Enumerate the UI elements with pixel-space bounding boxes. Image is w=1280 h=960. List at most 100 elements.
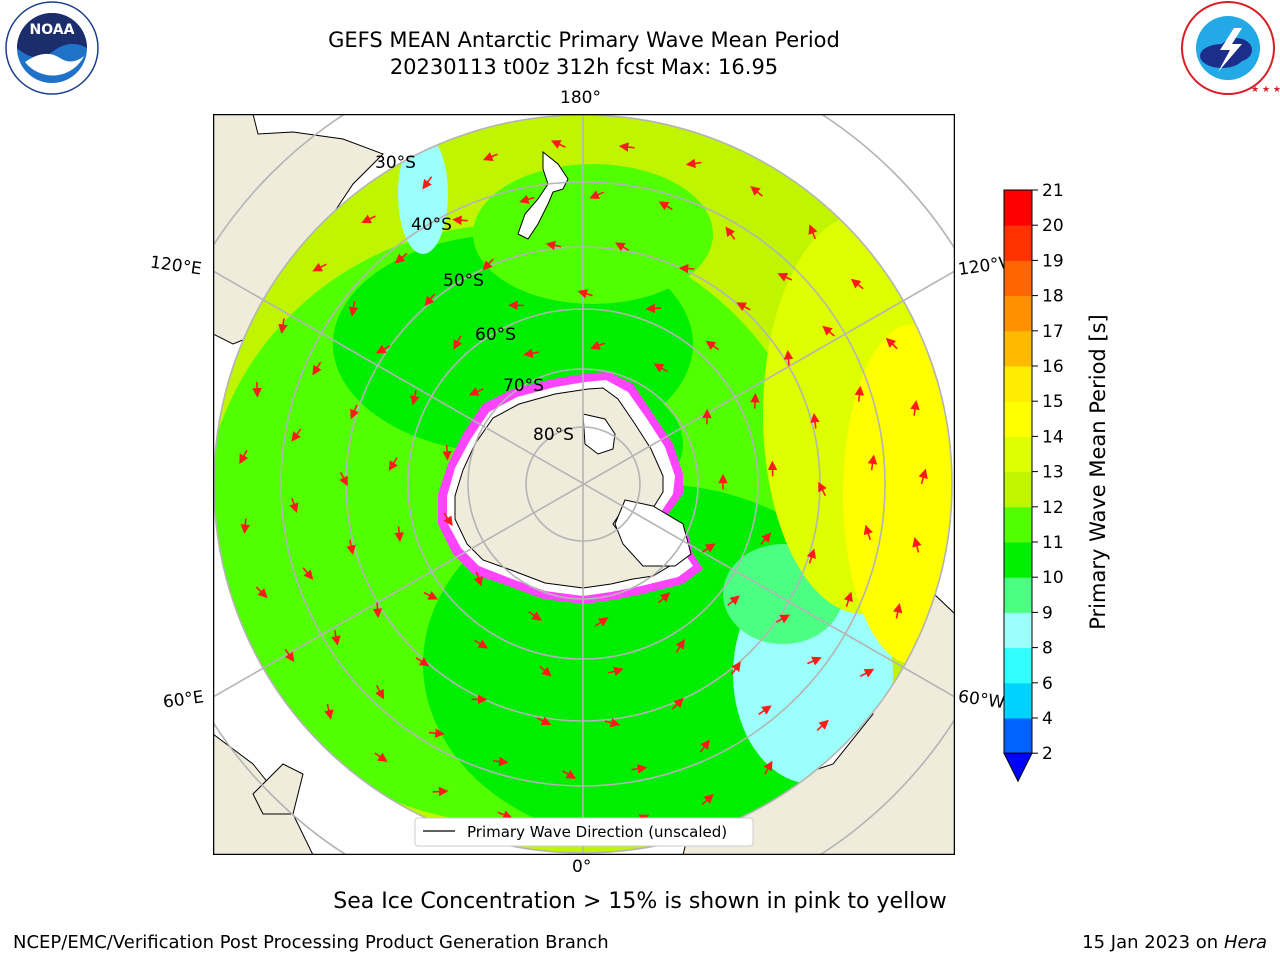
- wave-direction-arrow: [394, 526, 404, 543]
- wave-direction-arrow: [818, 481, 827, 497]
- wave-direction-arrow: [424, 293, 436, 307]
- colorbar-swatch: [1004, 190, 1032, 226]
- wave-direction-arrow: [807, 656, 822, 666]
- wave-direction-arrow: [239, 449, 249, 465]
- vector-legend-label: Primary Wave Direction (unscaled): [467, 823, 727, 841]
- lat-label-60s: 60°S: [475, 325, 516, 345]
- wave-direction-arrow: [589, 190, 605, 200]
- wave-direction-arrow: [658, 201, 673, 211]
- wave-direction-arrow: [725, 226, 736, 240]
- title-line-2: 20230113 t00z 312h fcst Max: 16.95: [389, 55, 779, 79]
- wave-direction-arrow: [910, 400, 920, 416]
- wave-direction-arrow: [760, 532, 772, 545]
- wave-direction-arrow: [863, 524, 873, 540]
- colorbar-extend-triangle: [1003, 752, 1033, 783]
- colorbar-tick-label: 21: [1042, 181, 1064, 201]
- colorbar-tick-label: 2: [1042, 744, 1053, 764]
- wave-direction-arrow: [339, 471, 348, 487]
- wave-direction-arrow: [806, 548, 816, 564]
- wave-direction-arrow: [453, 335, 463, 350]
- wave-direction-arrow: [497, 810, 513, 820]
- wave-direction-arrow: [777, 272, 793, 282]
- wave-direction-arrow: [615, 242, 630, 252]
- wave-direction-arrow: [590, 340, 606, 350]
- wave-direction-arrow: [442, 444, 452, 461]
- wave-direction-arrow: [750, 186, 763, 197]
- wave-direction-arrow: [284, 648, 295, 663]
- wave-direction-arrow: [375, 344, 391, 354]
- wave-direction-arrow: [348, 301, 359, 317]
- wave-direction-arrow: [312, 361, 322, 376]
- colorbar-tick-label: 9: [1042, 603, 1053, 623]
- colorbar-swatch: [1004, 612, 1032, 649]
- title-line-1: GEFS MEAN Antarctic Primary Wave Mean Pe…: [328, 28, 840, 52]
- colorbar-swatch: [1004, 295, 1032, 332]
- wave-direction-arrow: [289, 497, 299, 514]
- wave-direction-arrow: [912, 537, 922, 553]
- wave-direction-arrow: [545, 240, 562, 251]
- colorbar-swatch: [1004, 330, 1032, 367]
- wave-direction-arrow: [758, 705, 772, 715]
- colorbar-tick-label: 15: [1042, 392, 1064, 412]
- colorbar-tick-label: 10: [1042, 568, 1064, 588]
- lon-label-120e: 120°E: [148, 252, 203, 280]
- wave-direction-arrow: [854, 385, 865, 402]
- madagascar-land: [252, 763, 304, 815]
- wave-direction-arrow: [410, 389, 420, 406]
- wave-direction-arrow: [750, 392, 760, 409]
- wave-direction-arrow: [701, 543, 716, 553]
- wave-direction-arrow: [302, 567, 314, 580]
- wave-direction-arrow: [428, 728, 445, 738]
- wave-direction-arrow: [808, 224, 818, 240]
- colorbar-swatch: [1004, 682, 1032, 719]
- colorbar-tick-label: 4: [1042, 709, 1053, 729]
- wave-direction-arrow: [867, 454, 878, 471]
- credit-left: NCEP/EMC/Verification Post Processing Pr…: [13, 932, 609, 953]
- wave-direction-arrow: [388, 457, 398, 471]
- colorbar-swatch: [1004, 225, 1032, 261]
- wave-direction-arrow: [892, 603, 903, 619]
- vector-legend: Primary Wave Direction (unscaled): [414, 817, 754, 847]
- colorbar-swatch: [1004, 436, 1032, 473]
- wave-direction-arrow: [350, 404, 359, 420]
- wave-direction-arrow: [594, 617, 609, 627]
- wave-direction-arrow: [645, 303, 662, 314]
- wave-direction-vectors: [239, 140, 928, 829]
- wave-direction-arrow: [631, 764, 648, 774]
- wave-direction-arrow: [346, 539, 356, 556]
- lat-label-50s: 50°S: [443, 271, 484, 291]
- wave-direction-arrow: [432, 786, 449, 797]
- wave-direction-arrow: [375, 685, 385, 700]
- wave-direction-arrow: [685, 158, 702, 169]
- wave-direction-arrow: [822, 325, 835, 337]
- wave-direction-arrow: [291, 428, 302, 442]
- colorbar-swatch: [1004, 718, 1032, 754]
- wave-direction-arrow: [539, 665, 552, 677]
- colorbar-tick-label: 11: [1042, 533, 1064, 553]
- colorbar-swatch: [1004, 471, 1032, 508]
- wave-direction-arrow: [604, 717, 621, 728]
- wave-direction-arrow: [783, 349, 794, 366]
- australia-land: [213, 114, 384, 345]
- wave-direction-arrow: [415, 657, 430, 667]
- wave-direction-arrow: [763, 760, 773, 775]
- colorbar-swatch: [1004, 366, 1032, 402]
- wave-direction-arrow: [731, 661, 741, 675]
- wave-direction-arrow: [452, 215, 468, 226]
- colorbar-swatches: [1003, 189, 1033, 783]
- lon-label-180: 180°: [560, 88, 601, 108]
- lat-label-70s: 70°S: [503, 376, 544, 396]
- colorbar-tick-label: 20: [1042, 216, 1064, 236]
- noaa-logo-icon: NOAA: [5, 1, 99, 95]
- colorbar-tick-label: 19: [1042, 251, 1064, 271]
- wave-direction-arrow: [482, 152, 498, 161]
- wave-direction-arrow: [528, 611, 542, 621]
- wave-direction-arrow: [312, 262, 327, 272]
- colorbar-swatch: [1004, 542, 1032, 578]
- wave-direction-arrow: [468, 387, 484, 396]
- colorbar-label: Primary Wave Mean Period [s]: [1086, 314, 1110, 630]
- colorbar-tick-label: 6: [1042, 674, 1053, 694]
- wave-direction-arrow: [775, 614, 791, 624]
- wave-direction-arrow: [678, 263, 695, 274]
- colorbar-swatch: [1004, 401, 1032, 437]
